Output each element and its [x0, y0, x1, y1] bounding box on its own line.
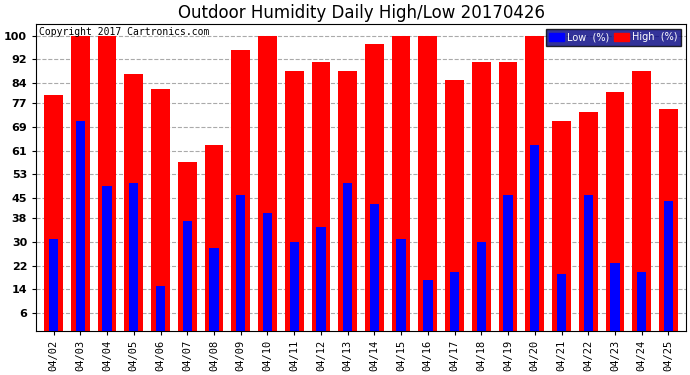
Text: Copyright 2017 Cartronics.com: Copyright 2017 Cartronics.com [39, 27, 210, 37]
Bar [664, 201, 673, 330]
Bar [343, 183, 353, 330]
Bar [263, 213, 272, 330]
Bar [445, 80, 464, 330]
Bar [49, 239, 58, 330]
Bar [499, 62, 518, 330]
Bar [392, 36, 411, 330]
Bar [151, 88, 170, 330]
Legend: Low  (%), High  (%): Low (%), High (%) [546, 28, 681, 46]
Bar [584, 195, 593, 330]
Bar [236, 195, 246, 330]
Bar [504, 195, 513, 330]
Bar [231, 50, 250, 330]
Bar [450, 272, 460, 330]
Bar [44, 94, 63, 330]
Bar [419, 36, 437, 330]
Bar [423, 280, 433, 330]
Bar [557, 274, 566, 330]
Bar [338, 71, 357, 330]
Bar [530, 145, 540, 330]
Bar [606, 92, 624, 330]
Bar [316, 227, 326, 330]
Bar [477, 242, 486, 330]
Bar [370, 204, 379, 330]
Bar [71, 36, 90, 330]
Bar [632, 71, 651, 330]
Bar [312, 62, 331, 330]
Bar [611, 263, 620, 330]
Bar [129, 183, 139, 330]
Bar [637, 272, 647, 330]
Bar [183, 221, 192, 330]
Bar [579, 112, 598, 330]
Bar [205, 145, 224, 330]
Bar [98, 36, 117, 330]
Bar [290, 242, 299, 330]
Bar [285, 71, 304, 330]
Bar [258, 36, 277, 330]
Bar [156, 286, 165, 330]
Bar [102, 186, 112, 330]
Bar [178, 162, 197, 330]
Bar [365, 44, 384, 330]
Bar [659, 109, 678, 330]
Bar [124, 74, 143, 330]
Bar [552, 121, 571, 330]
Bar [76, 121, 85, 330]
Bar [209, 248, 219, 330]
Bar [397, 239, 406, 330]
Title: Outdoor Humidity Daily High/Low 20170426: Outdoor Humidity Daily High/Low 20170426 [177, 4, 544, 22]
Bar [525, 36, 544, 330]
Bar [472, 62, 491, 330]
